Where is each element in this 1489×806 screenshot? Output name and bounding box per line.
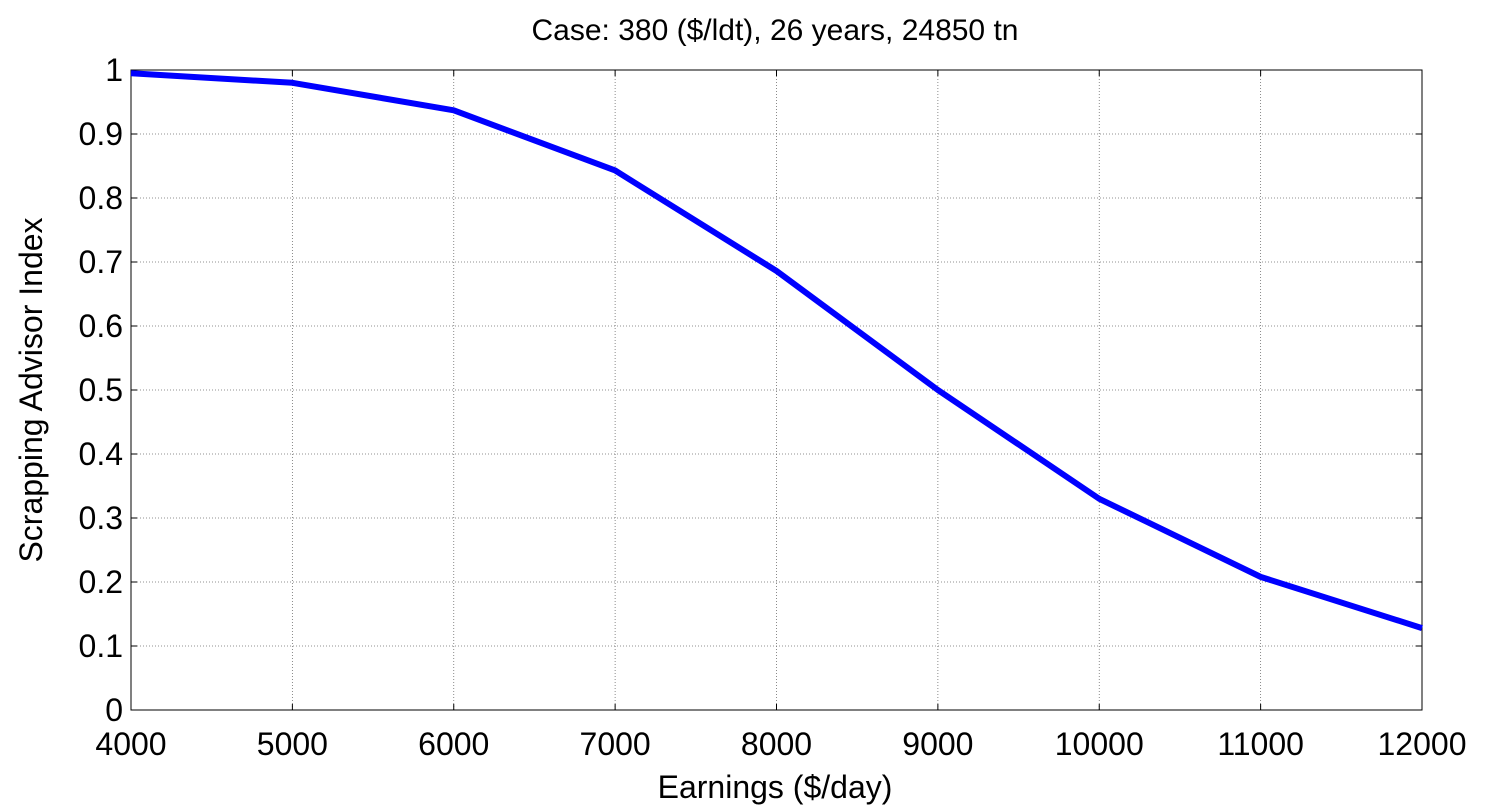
y-tick-label: 0.8: [79, 180, 123, 216]
x-axis-label: Earnings ($/day): [658, 769, 893, 805]
y-tick-label: 0.6: [79, 308, 123, 344]
x-tick-labels: 4000 5000 6000 7000 8000 9000 10000 11000 12000: [95, 726, 1466, 762]
plot-area-frame: [130, 69, 1423, 711]
y-tick-label: 0.9: [79, 116, 123, 152]
y-tick-label: 0: [105, 692, 123, 728]
x-tick-label: 12000: [1378, 726, 1467, 762]
x-tick-label: 7000: [580, 726, 651, 762]
y-tick-label: 0.7: [79, 244, 123, 280]
y-tick-label: 0.5: [79, 372, 123, 408]
x-tick-label: 11000: [1217, 726, 1304, 762]
y-tick-label: 0.2: [79, 564, 123, 600]
x-tick-label: 10000: [1055, 726, 1144, 762]
x-tick-label: 9000: [902, 726, 973, 762]
y-tick-labels: 0 0.1 0.2 0.3 0.4 0.5 0.6 0.7 0.8 0.9 1: [79, 52, 123, 728]
y-tick-label: 0.3: [79, 500, 123, 536]
y-axis-label: Scrapping Advisor Index: [13, 217, 49, 562]
x-tick-label: 5000: [257, 726, 328, 762]
grid: [130, 69, 1423, 711]
series-layer: [130, 70, 1423, 631]
series-line: [130, 70, 1423, 631]
y-tick-label: 1: [105, 52, 123, 88]
x-tick-label: 4000: [95, 726, 166, 762]
y-tick-label: 0.4: [79, 436, 123, 472]
y-tick-label: 0.1: [79, 628, 123, 664]
x-tick-label: 8000: [741, 726, 812, 762]
chart-title: Case: 380 ($/ldt), 26 years, 24850 tn: [532, 14, 1019, 47]
x-tick-label: 6000: [418, 726, 489, 762]
